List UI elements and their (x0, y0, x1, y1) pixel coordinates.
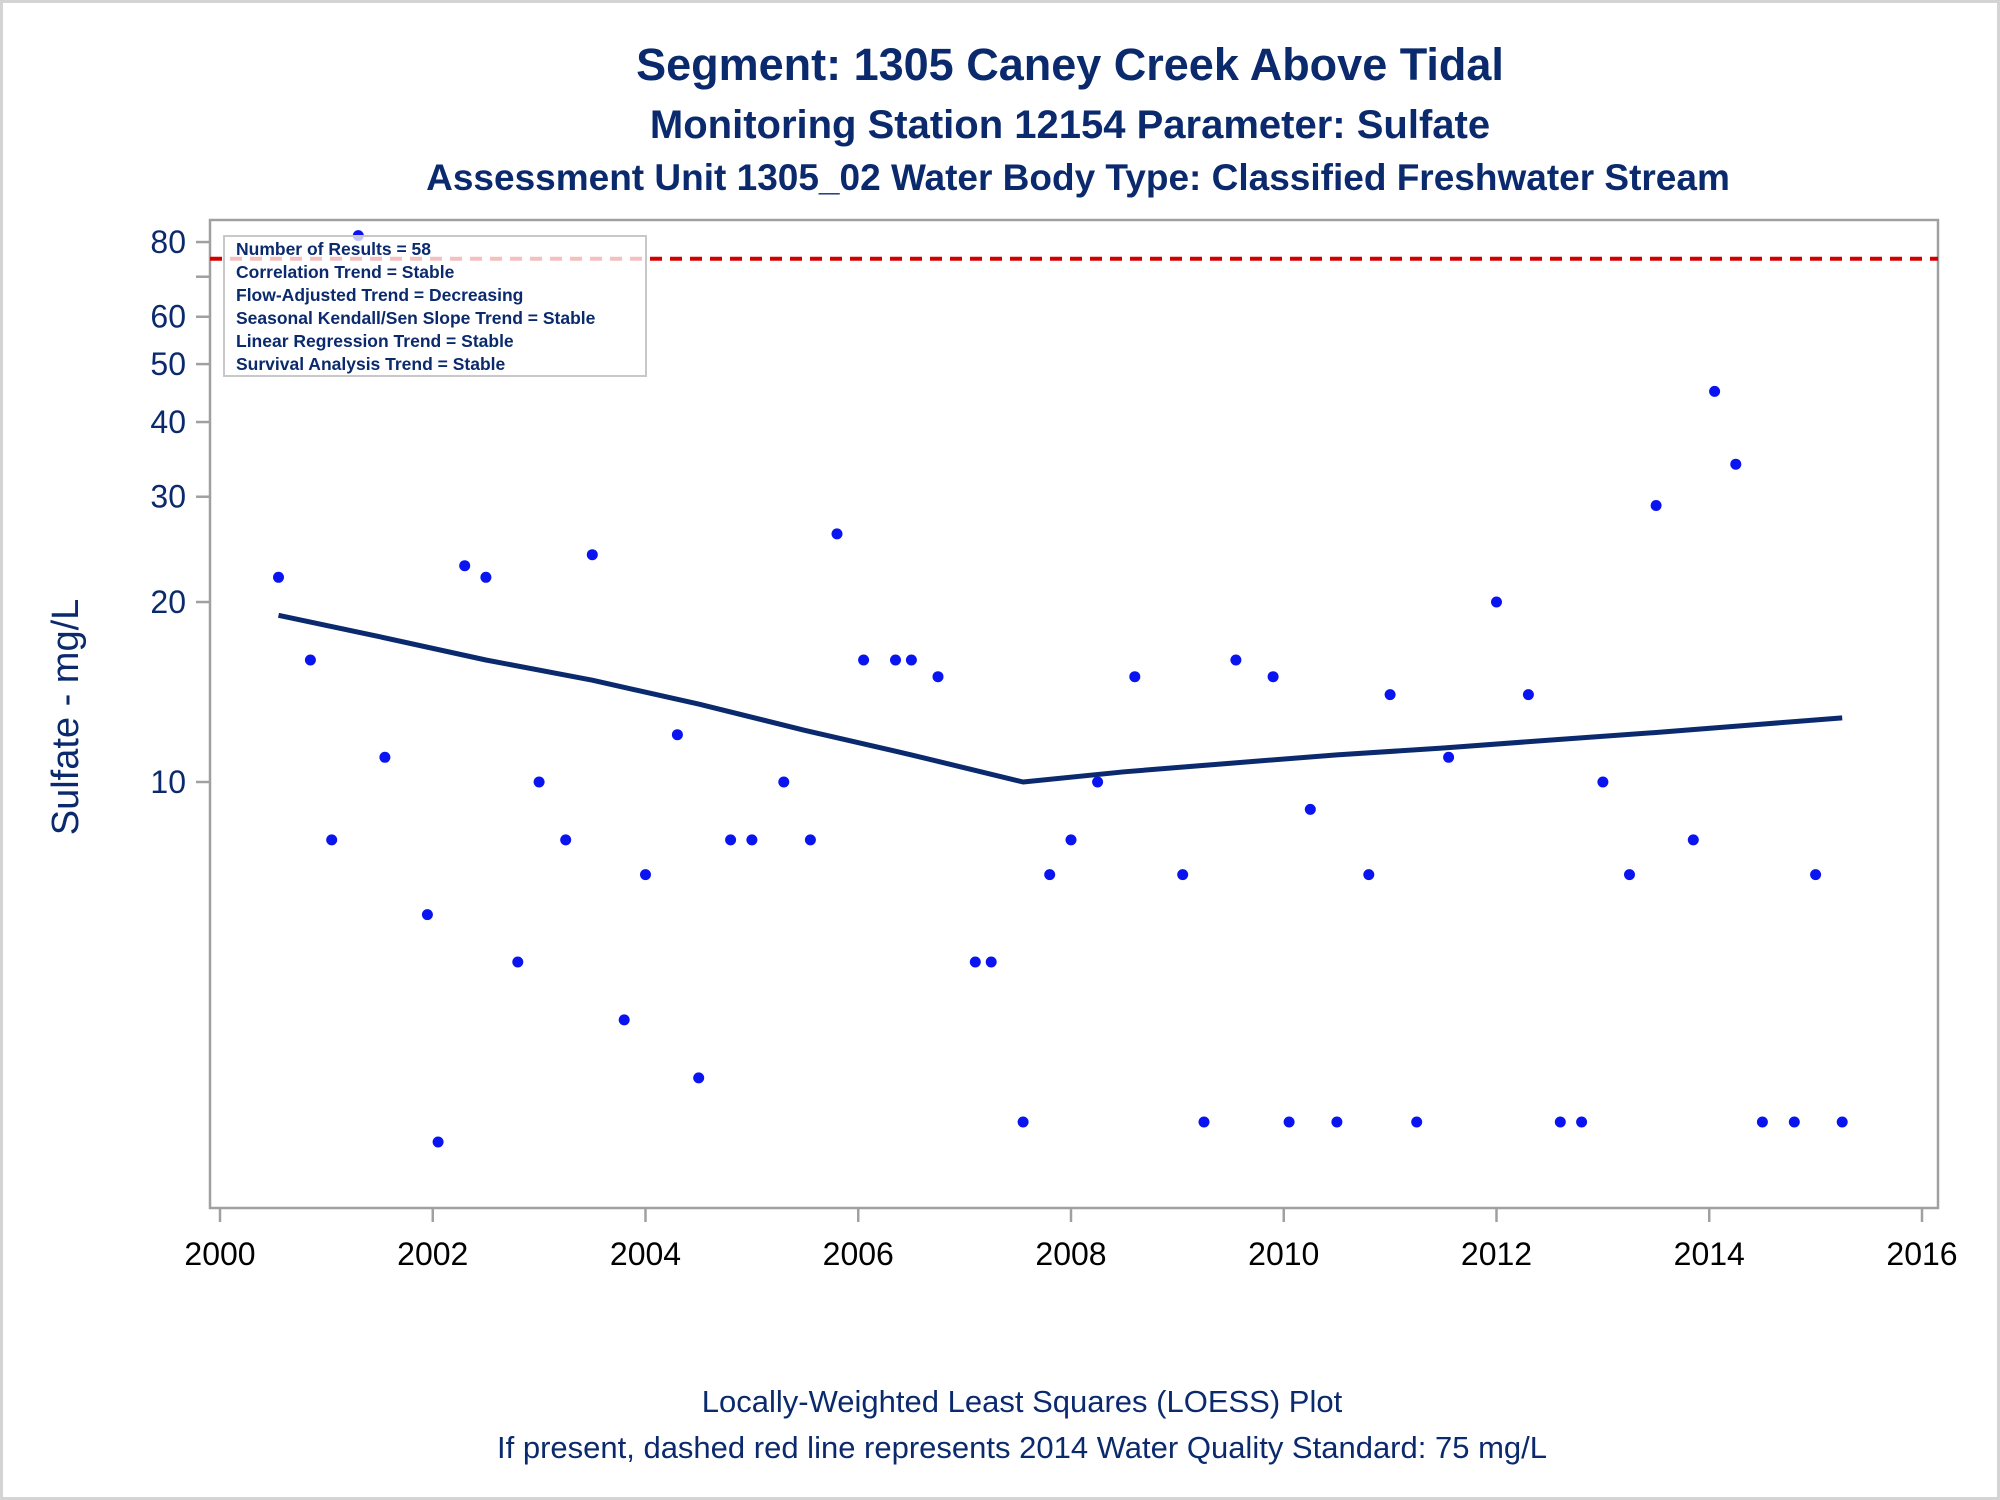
footnote-standard: If present, dashed red line represents 2… (497, 1430, 1547, 1465)
data-point (432, 1136, 444, 1148)
data-point (1065, 834, 1077, 846)
data-point (1363, 869, 1375, 881)
chart-title: Segment: 1305 Caney Creek Above Tidal (636, 39, 1504, 90)
data-point (932, 671, 944, 683)
data-point (379, 751, 391, 763)
chart-subtitle: Monitoring Station 12154 Parameter: Sulf… (650, 103, 1490, 147)
data-point (1198, 1116, 1210, 1128)
data-point (1491, 596, 1502, 608)
data-point (1810, 869, 1822, 881)
data-point (831, 528, 843, 540)
x-tick-label-2002: 2002 (397, 1236, 468, 1272)
data-point (512, 956, 524, 968)
y-axis-label: Sulfate - mg/L (45, 599, 87, 836)
y-tick-label-20: 20 (150, 584, 186, 620)
data-point (1709, 385, 1721, 397)
data-point (480, 571, 492, 583)
data-point (1044, 869, 1056, 881)
data-point (1788, 1116, 1800, 1128)
y-tick-label-80: 80 (150, 224, 186, 260)
y-tick-label-40: 40 (150, 404, 186, 440)
data-point (804, 834, 816, 846)
footnote-method: Locally-Weighted Least Squares (LOESS) P… (702, 1384, 1343, 1419)
data-point (1177, 869, 1189, 881)
data-point (778, 776, 790, 788)
x-tick-label-2004: 2004 (610, 1236, 681, 1272)
data-point (1384, 689, 1396, 701)
data-point (1283, 1116, 1295, 1128)
y-axis: 10 20 30 40 50 60 80 (150, 224, 210, 800)
data-point (1443, 751, 1455, 763)
data-point (586, 549, 598, 561)
x-tick-label-2008: 2008 (1035, 1236, 1106, 1272)
y-tick-label-50: 50 (150, 346, 186, 382)
x-tick-label-2012: 2012 (1461, 1236, 1532, 1272)
data-point (421, 909, 433, 921)
data-point (459, 560, 471, 572)
x-tick-label-2016: 2016 (1886, 1236, 1957, 1272)
inset-line-seasonal-kendall: Seasonal Kendall/Sen Slope Trend = Stabl… (236, 308, 596, 328)
data-point (618, 1014, 630, 1026)
data-point (533, 776, 545, 788)
x-axis: 2000 2002 2004 2006 2008 2010 2012 2014 … (184, 1208, 1958, 1272)
y-tick-label-60: 60 (150, 299, 186, 335)
inset-line-survival-analysis: Survival Analysis Trend = Stable (236, 354, 506, 374)
data-point (640, 869, 651, 881)
data-point (1331, 1116, 1343, 1128)
data-point (1836, 1116, 1848, 1128)
loess-series-line (277, 612, 1843, 785)
data-point (1554, 1116, 1566, 1128)
data-point (1687, 834, 1699, 846)
data-point (1624, 869, 1635, 881)
chart-subtitle-2: Assessment Unit 1305_02 Water Body Type:… (426, 157, 1730, 198)
y-tick-label-30: 30 (150, 479, 186, 515)
inset-line-linear-regression: Linear Regression Trend = Stable (236, 331, 514, 351)
data-point (1730, 458, 1742, 470)
x-tick-label-2014: 2014 (1674, 1236, 1745, 1272)
x-tick-label-2006: 2006 (823, 1236, 894, 1272)
data-point (1576, 1116, 1588, 1128)
data-point (746, 834, 758, 846)
data-point (560, 834, 572, 846)
y-tick-label-10: 10 (150, 764, 186, 800)
x-tick-label-2000: 2000 (184, 1236, 255, 1272)
loess-layer (277, 612, 1843, 785)
data-point (890, 654, 901, 666)
data-point (1129, 671, 1141, 683)
data-point (1756, 1116, 1768, 1128)
x-tick-label-2010: 2010 (1248, 1236, 1319, 1272)
plot-area (208, 218, 1940, 1210)
inset-line-correlation: Correlation Trend = Stable (236, 262, 455, 282)
data-point (985, 956, 997, 968)
data-point (304, 654, 316, 666)
data-point (326, 834, 338, 846)
data-point (1650, 500, 1662, 511)
data-point (693, 1072, 705, 1084)
data-point (725, 834, 737, 846)
inset-line-results: Number of Results = 58 (236, 239, 431, 259)
inset-line-flow-adjusted: Flow-Adjusted Trend = Decreasing (236, 285, 523, 305)
stats-inset-box (223, 235, 647, 377)
data-point (905, 654, 917, 666)
data-point (1017, 1116, 1029, 1128)
data-point (671, 729, 683, 741)
data-point (1267, 671, 1279, 683)
stats-inset: Number of Results = 58 Correlation Trend… (223, 235, 647, 377)
data-point (273, 571, 284, 583)
data-point (858, 654, 870, 666)
data-point (1304, 803, 1316, 815)
data-point (1522, 689, 1534, 701)
data-point (1597, 776, 1609, 788)
data-point (1411, 1116, 1423, 1128)
data-point (1230, 654, 1242, 666)
data-point (969, 956, 981, 968)
data-point (1092, 776, 1104, 788)
